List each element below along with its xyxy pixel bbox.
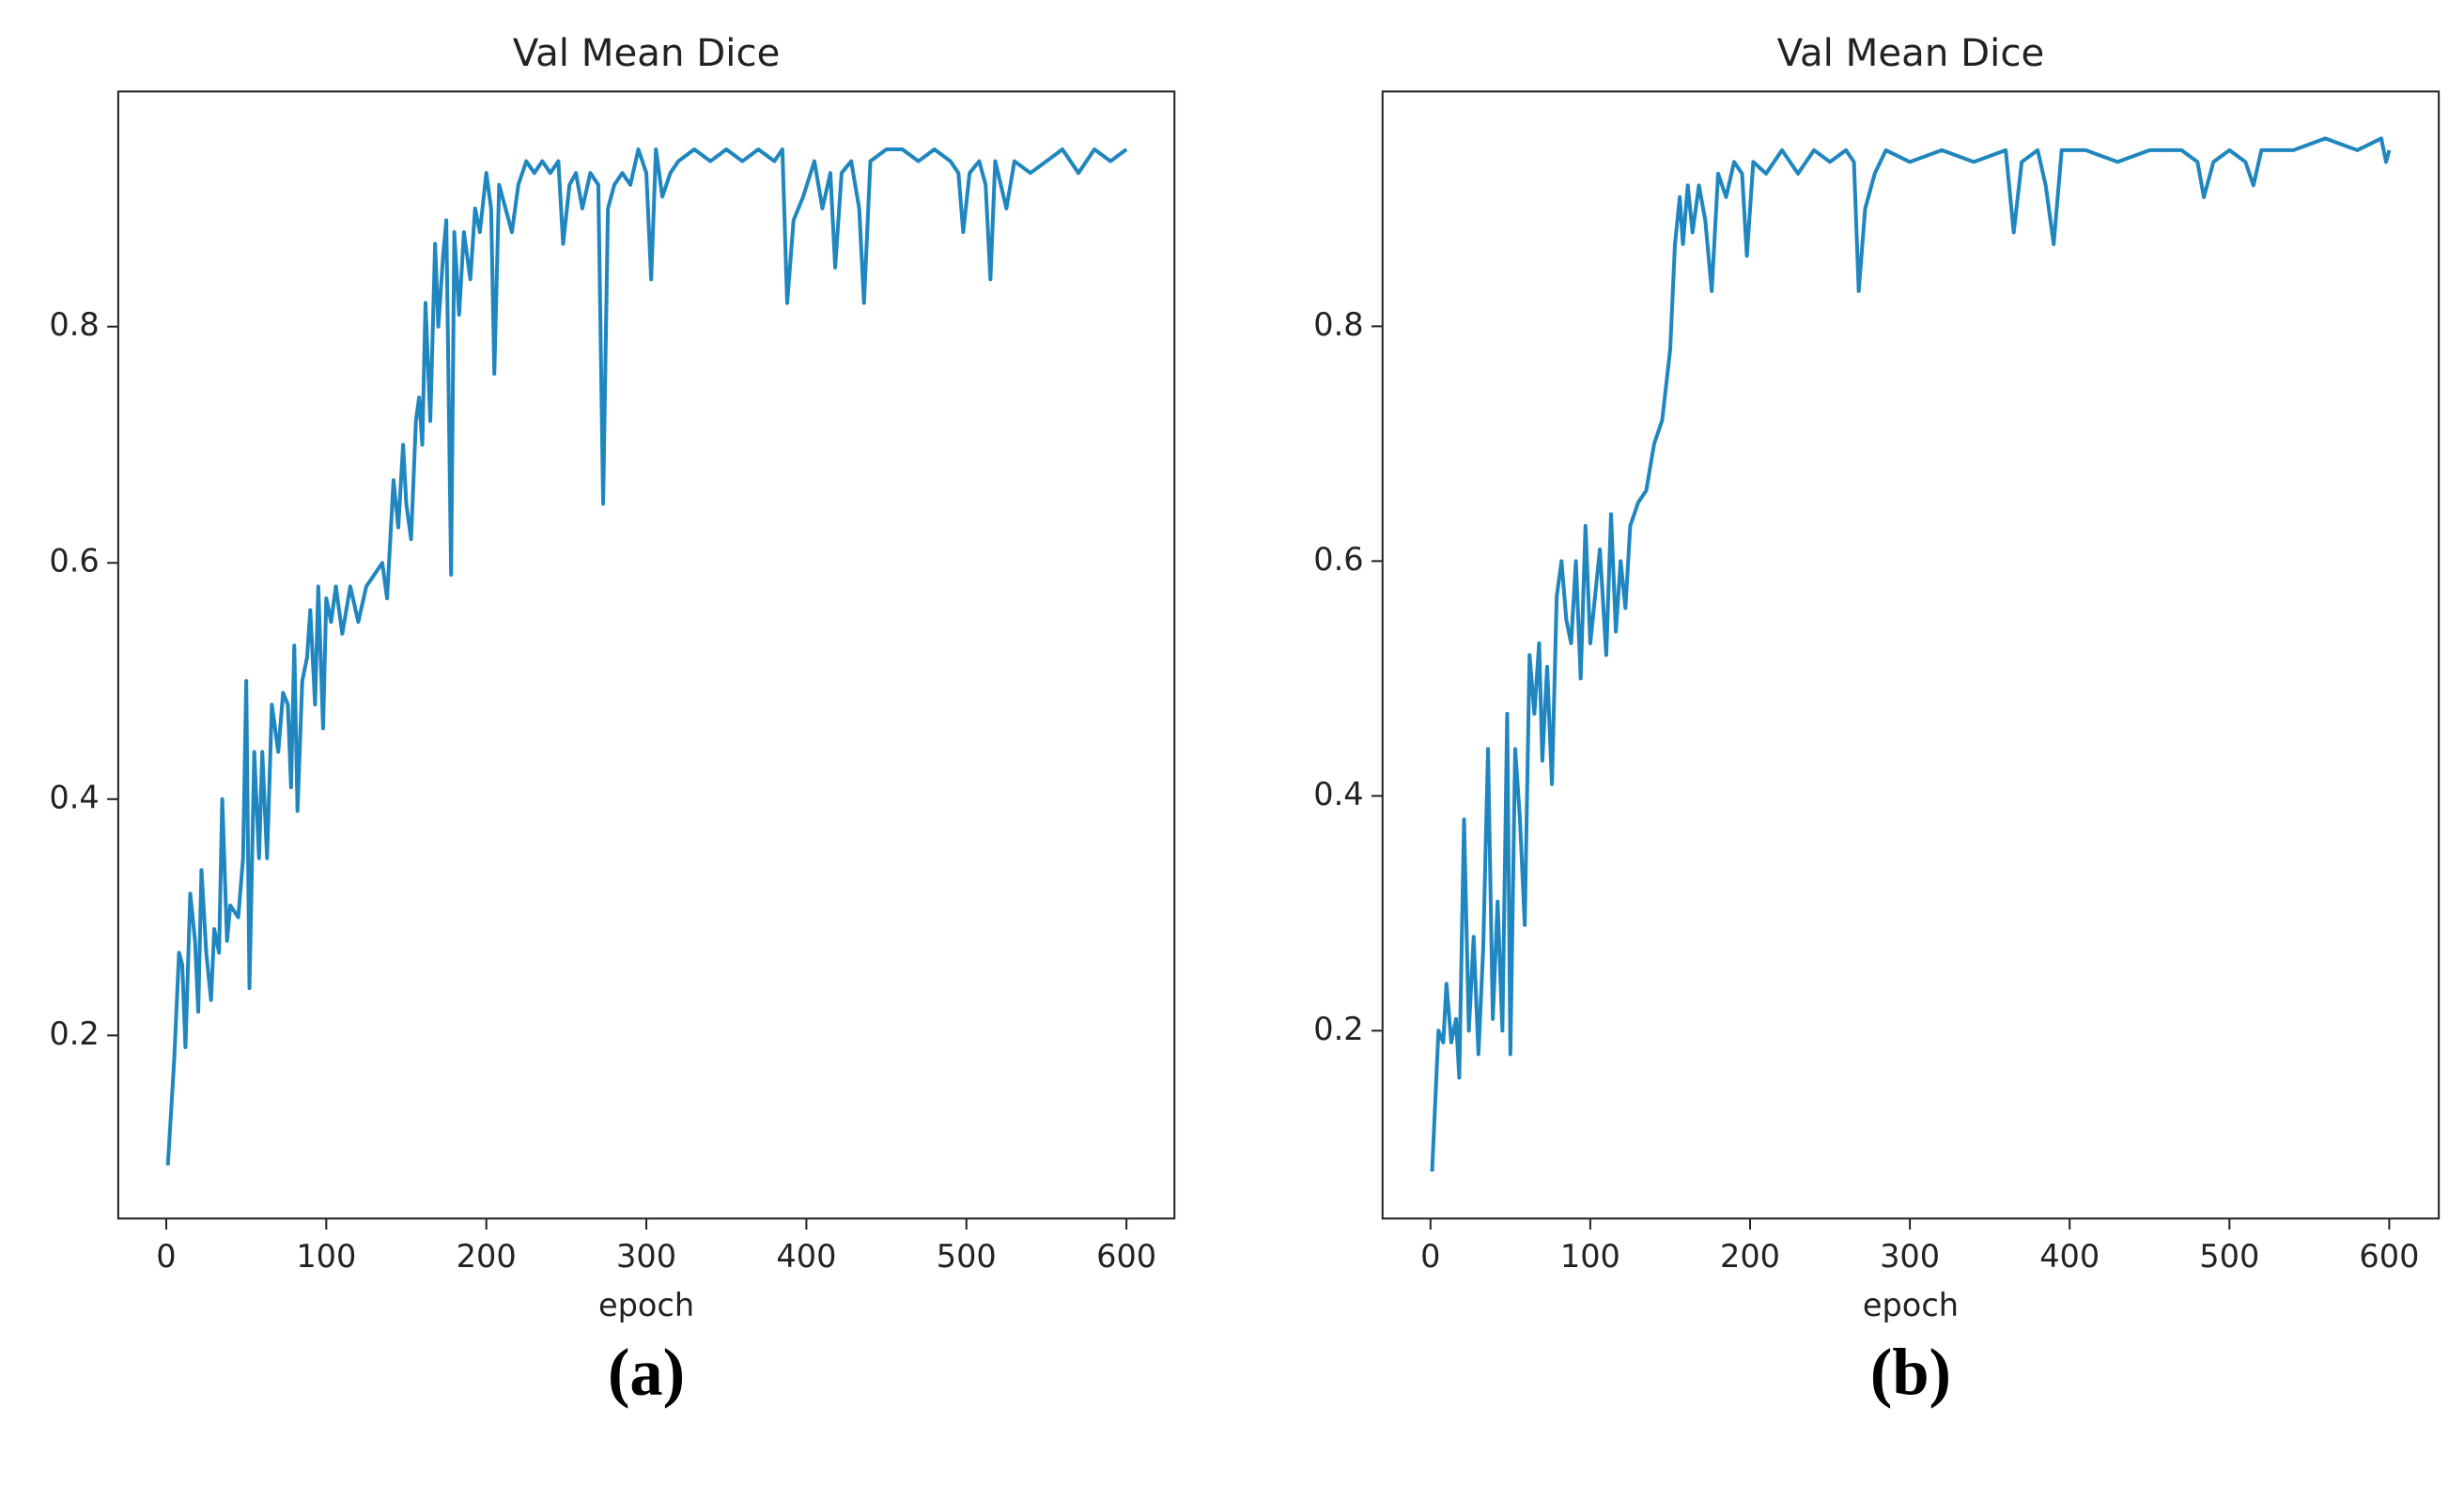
x-tick-label: 100	[296, 1238, 356, 1275]
x-tick-label: 200	[457, 1238, 517, 1275]
x-tick-label: 200	[1720, 1238, 1780, 1275]
panel-caption: (a)	[608, 1337, 685, 1410]
chart-title: Val Mean Dice	[1777, 32, 2045, 75]
x-axis-label: epoch	[598, 1287, 694, 1323]
x-tick-label: 300	[1880, 1238, 1940, 1275]
x-tick-label: 400	[2039, 1238, 2100, 1275]
x-tick-label: 600	[2359, 1238, 2419, 1275]
plot-frame	[1381, 90, 2441, 1220]
y-tick-label: 0.4	[1313, 776, 1363, 812]
x-axis-label: epoch	[1863, 1287, 1959, 1323]
plot-frame	[116, 90, 1176, 1220]
x-tick-label: 400	[776, 1238, 836, 1275]
x-tick-label: 300	[616, 1238, 676, 1275]
x-tick-label: 0	[156, 1238, 176, 1275]
panel-caption: (b)	[1870, 1337, 1951, 1410]
data-line	[1430, 136, 2392, 1172]
x-tick-label: 600	[1096, 1238, 1156, 1275]
y-tick-label: 0.8	[1313, 306, 1363, 343]
data-line	[165, 147, 1128, 1166]
y-tick-label: 0.2	[1313, 1011, 1363, 1047]
y-tick-label: 0.4	[49, 779, 99, 815]
y-tick-label: 0.6	[49, 543, 99, 580]
y-tick-label: 0.8	[49, 306, 99, 343]
x-tick-label: 0	[1420, 1238, 1440, 1275]
x-tick-label: 100	[1560, 1238, 1620, 1275]
x-tick-label: 500	[937, 1238, 997, 1275]
y-tick-label: 0.2	[49, 1015, 99, 1052]
y-tick-label: 0.6	[1313, 541, 1363, 578]
x-tick-label: 500	[2199, 1238, 2259, 1275]
chart-title: Val Mean Dice	[513, 32, 781, 75]
